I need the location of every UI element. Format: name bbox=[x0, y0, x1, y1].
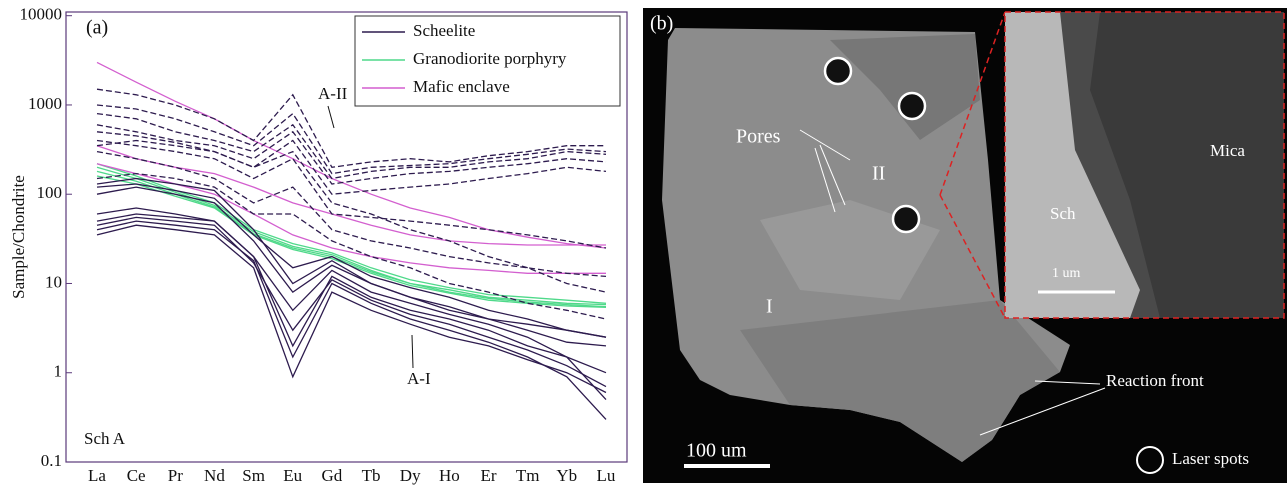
y-tick-label: 10000 bbox=[20, 5, 63, 24]
line bbox=[96, 163, 607, 304]
laser-spot bbox=[823, 56, 853, 86]
zone-ii bbox=[830, 34, 980, 140]
x-tick-label: Eu bbox=[283, 466, 302, 485]
legend-label: Mafic enclave bbox=[413, 77, 510, 96]
line bbox=[96, 177, 607, 338]
dashed-line bbox=[96, 131, 607, 195]
y-tick-label: 10 bbox=[45, 272, 62, 291]
dashed-line bbox=[96, 139, 607, 293]
annotation: Sch bbox=[1050, 204, 1076, 223]
legend: Scheelite Granodiorite porphyry Mafic encl… bbox=[354, 15, 621, 107]
leader-line bbox=[1034, 380, 1101, 385]
line bbox=[96, 186, 607, 347]
x-tick-label: Dy bbox=[400, 466, 421, 485]
annotation: Mica bbox=[1210, 141, 1245, 160]
x-tick-label: Er bbox=[480, 466, 496, 485]
dashed-line bbox=[96, 124, 607, 185]
line bbox=[96, 207, 607, 401]
annotation: I bbox=[766, 296, 773, 318]
dashed-line bbox=[96, 172, 607, 320]
legend-symbol bbox=[1136, 446, 1164, 474]
reaction-zone bbox=[740, 300, 1060, 462]
inset-frame bbox=[1004, 11, 1285, 319]
legend-label: Laser spots bbox=[1172, 449, 1249, 468]
annotation: II bbox=[872, 163, 885, 185]
y-tick-label: 1000 bbox=[28, 94, 62, 113]
x-tick-label: Pr bbox=[168, 466, 183, 485]
x-tick-label: Yb bbox=[556, 466, 577, 485]
y-tick-label: 0.1 bbox=[41, 451, 62, 470]
line bbox=[96, 61, 607, 249]
scale-label: 100 um bbox=[686, 440, 747, 462]
x-tick-label: Nd bbox=[204, 466, 225, 485]
dashed-line bbox=[96, 139, 607, 249]
leader-line bbox=[411, 334, 414, 369]
x-tick-label: Tm bbox=[516, 466, 540, 485]
laser-spot bbox=[891, 204, 921, 234]
line bbox=[96, 145, 606, 246]
dashed-line bbox=[96, 88, 606, 169]
annotation: Reaction front bbox=[1106, 371, 1204, 390]
x-tick-label: Ho bbox=[439, 466, 460, 485]
line bbox=[96, 224, 607, 394]
leader-line bbox=[819, 144, 846, 206]
x-tick-label: Ce bbox=[127, 466, 146, 485]
legend-box bbox=[354, 15, 621, 107]
plot-area bbox=[96, 61, 607, 420]
annotation: A-I bbox=[407, 369, 431, 388]
mica-region bbox=[1090, 12, 1284, 318]
x-tick-label: Sm bbox=[242, 466, 265, 485]
x-tick-label: Lu bbox=[597, 466, 616, 485]
panel-label: (b) bbox=[650, 13, 673, 35]
annotation: A-II bbox=[318, 84, 348, 103]
leader-line bbox=[799, 129, 851, 161]
zoom-line bbox=[939, 11, 1006, 196]
y-tick-label: 1 bbox=[54, 362, 63, 381]
y-tick-label: 100 bbox=[37, 183, 63, 202]
legend-label: Scheelite bbox=[413, 21, 475, 40]
zoom-line bbox=[939, 194, 1006, 319]
dashed-line bbox=[96, 104, 607, 175]
annotation: Sch A bbox=[84, 429, 126, 448]
panel-label: (a) bbox=[86, 17, 108, 39]
line bbox=[96, 216, 607, 388]
leader-line bbox=[979, 387, 1106, 436]
x-tick-label: Tb bbox=[362, 466, 381, 485]
laser-spot bbox=[897, 91, 927, 121]
y-axis-label: Sample/Chondrite bbox=[9, 175, 28, 299]
x-tick-label: La bbox=[88, 466, 106, 485]
scale-label: 1 um bbox=[1052, 266, 1081, 281]
leader-line bbox=[327, 105, 335, 129]
x-tick-label: Gd bbox=[322, 466, 343, 485]
leader-line bbox=[814, 147, 836, 213]
dashed-line bbox=[96, 150, 607, 278]
legend-label: Granodiorite porphyry bbox=[413, 49, 567, 68]
line bbox=[96, 220, 607, 420]
line bbox=[96, 183, 607, 338]
scheelite-region bbox=[1005, 12, 1140, 318]
line bbox=[96, 166, 607, 306]
annotation: Pores bbox=[736, 126, 781, 148]
line bbox=[96, 213, 607, 374]
